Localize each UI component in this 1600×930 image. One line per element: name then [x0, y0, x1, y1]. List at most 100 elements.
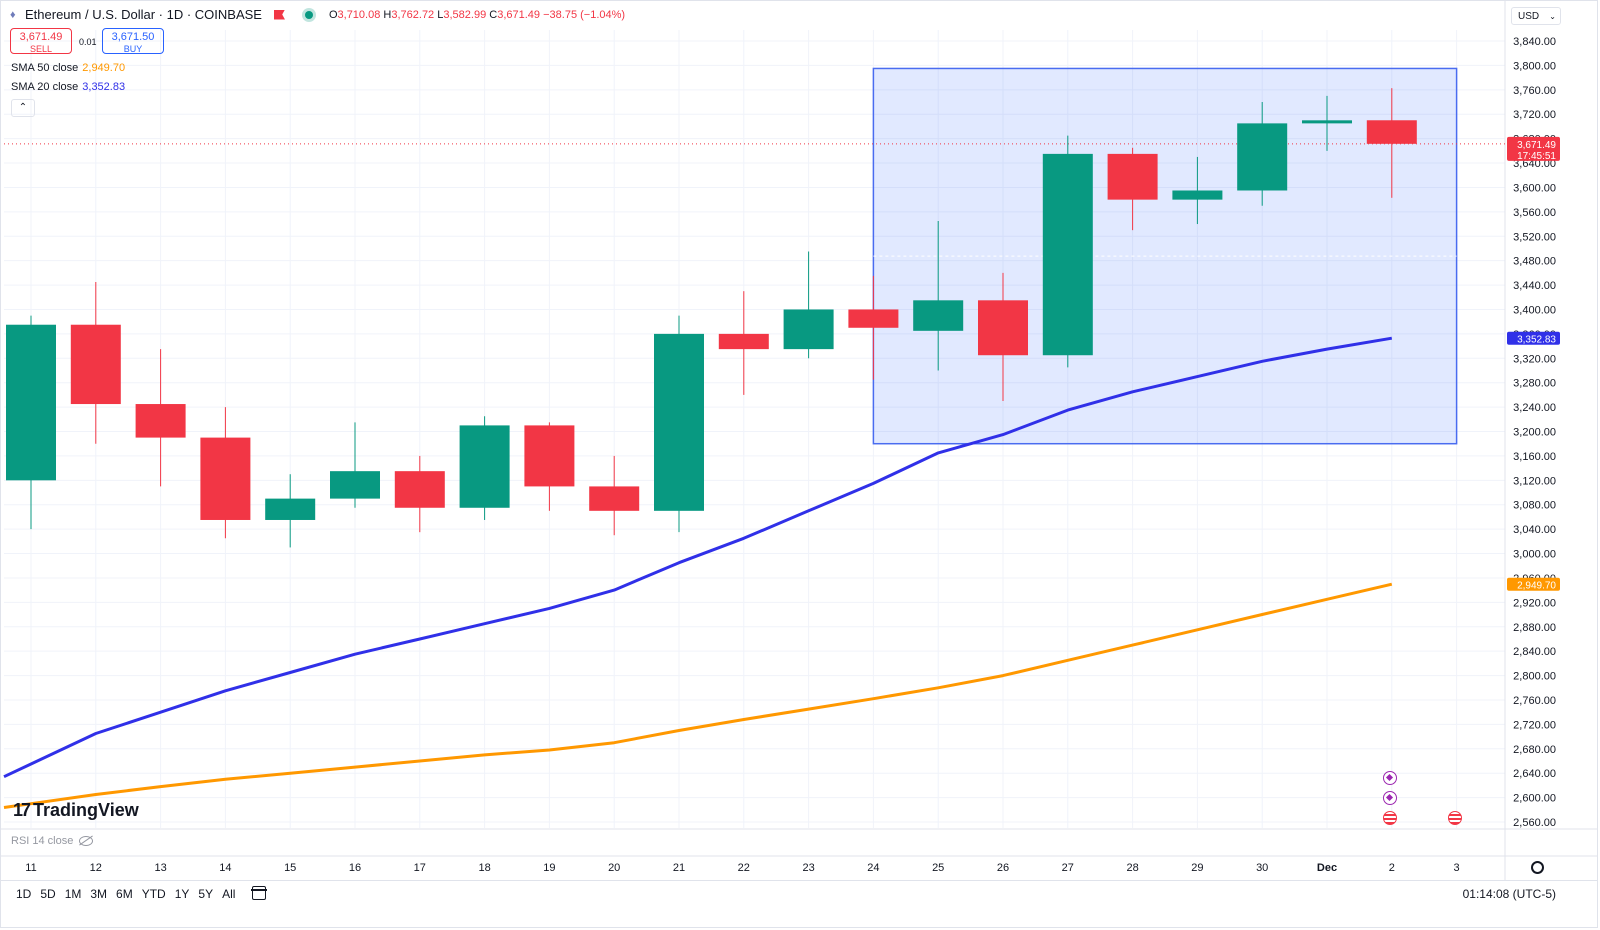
spread-value: 0.01 — [79, 37, 97, 47]
us-flag-icon[interactable] — [1383, 811, 1397, 825]
grid-lines — [4, 30, 1505, 828]
candle — [1366, 88, 1417, 198]
time-tick-label: 29 — [1191, 862, 1203, 874]
candle — [524, 422, 575, 511]
sma20-label: SMA 20 close — [11, 81, 79, 93]
range-button-6m[interactable]: 6M — [116, 887, 133, 901]
tradingview-logo-text: TradingView — [33, 800, 139, 820]
sma20-legend[interactable]: SMA 20 close 3,352.83 — [11, 81, 125, 93]
candle — [1107, 147, 1158, 231]
gear-icon[interactable] — [1531, 861, 1544, 874]
symbol-title[interactable]: Ethereum / U.S. Dollar · 1D · COINBASE — [25, 7, 262, 22]
candle-body — [589, 486, 640, 511]
range-button-5d[interactable]: 5D — [40, 887, 56, 901]
sma50-price-tag: 2,949.70 — [1507, 577, 1560, 592]
current-price-tag-text: 3,671.49 — [1517, 140, 1556, 151]
current-price-tag-text: 17:45:51 — [1517, 151, 1556, 162]
candle-body — [783, 309, 834, 350]
time-tick-label: 24 — [867, 862, 879, 874]
range-button-1m[interactable]: 1M — [64, 887, 82, 901]
candle — [1172, 156, 1223, 225]
time-tick-label: 2 — [1389, 862, 1395, 874]
time-tick-label: 11 — [25, 862, 36, 874]
candle — [135, 349, 186, 487]
us-flag-icon[interactable] — [1448, 811, 1462, 825]
time-tick-label: 13 — [154, 862, 166, 874]
price-tick-label: 2,880.00 — [1513, 622, 1556, 634]
candle-body — [135, 404, 186, 438]
range-button-5y[interactable]: 5Y — [198, 887, 214, 901]
price-tick-label: 3,280.00 — [1513, 378, 1556, 390]
candle — [70, 282, 121, 444]
candle — [330, 422, 380, 508]
range-button-all[interactable]: All — [222, 887, 236, 901]
candle — [6, 315, 56, 530]
time-tick-label: 15 — [284, 862, 296, 874]
price-tick-label: 2,720.00 — [1513, 719, 1556, 731]
time-tick-label: 17 — [414, 862, 426, 874]
calendar-icon[interactable] — [251, 886, 267, 900]
symbol-header[interactable]: ♦ Ethereum / U.S. Dollar · 1D · COINBASE… — [10, 7, 625, 22]
time-tick-label: 21 — [673, 862, 685, 874]
candle-body — [848, 309, 899, 328]
range-button-1d[interactable]: 1D — [16, 887, 32, 901]
collapse-legend-button[interactable]: ⌃ — [11, 99, 35, 117]
candle-body — [200, 437, 251, 520]
lightning-icon[interactable] — [1383, 791, 1397, 805]
buy-label: BUY — [123, 44, 143, 54]
price-tick-label: 3,560.00 — [1513, 207, 1556, 219]
price-tick-label: 2,640.00 — [1513, 768, 1556, 780]
sma50-price-tag-bg — [1507, 577, 1560, 591]
sma20-line — [3, 336, 1393, 779]
event-icon[interactable] — [1383, 771, 1397, 785]
candle-body — [913, 300, 964, 331]
sma20-price-tag-bg — [1507, 331, 1560, 345]
sma50-label: SMA 50 close — [11, 62, 79, 74]
sma50-line — [3, 582, 1393, 809]
tradingview-logo[interactable]: 17 TradingView — [13, 800, 139, 821]
candles — [6, 88, 1417, 548]
time-tick-label: 26 — [997, 862, 1009, 874]
candle-body — [1107, 153, 1158, 200]
price-tick-label: 3,760.00 — [1513, 85, 1556, 97]
candle — [1302, 95, 1352, 151]
candle-body — [978, 300, 1028, 356]
currency-selector[interactable]: USD ⌄ — [1511, 7, 1561, 25]
price-tick-label: 3,080.00 — [1513, 500, 1556, 512]
time-tick-label: 19 — [543, 862, 555, 874]
sma50-legend[interactable]: SMA 50 close 2,949.70 — [11, 62, 125, 74]
hidden-eye-icon[interactable] — [79, 836, 94, 846]
price-tick-label: 3,200.00 — [1513, 427, 1556, 439]
price-tick-label: 3,400.00 — [1513, 304, 1556, 316]
candle — [1237, 102, 1288, 206]
time-tick-label: 28 — [1126, 862, 1138, 874]
tradingview-logo-icon: 17 — [13, 800, 31, 820]
price-tick-label: 3,120.00 — [1513, 475, 1556, 487]
candle-body — [330, 471, 380, 499]
candle-body — [524, 425, 575, 487]
range-button-1y[interactable]: 1Y — [174, 887, 190, 901]
range-button-3m[interactable]: 3M — [90, 887, 108, 901]
sma20-price-tag-text: 3,352.83 — [1517, 335, 1556, 346]
candle-body — [718, 333, 769, 350]
ethereum-icon: ♦ — [10, 8, 16, 21]
time-tick-label: 22 — [738, 862, 750, 874]
range-button-ytd[interactable]: YTD — [141, 887, 166, 901]
flag-icon[interactable] — [273, 9, 285, 20]
candle — [459, 416, 510, 520]
buy-button[interactable]: 3,671.50 BUY — [102, 28, 164, 54]
ohlc-values: O3,710.08 H3,762.72 L3,582.99 C3,671.49 … — [328, 8, 626, 21]
candle — [1042, 135, 1093, 368]
price-tick-label: 3,240.00 — [1513, 402, 1556, 414]
sell-price: 3,671.49 — [19, 31, 63, 43]
sell-button[interactable]: 3,671.49 SELL — [10, 28, 72, 54]
clock-display[interactable]: 01:14:08 (UTC-5) — [1462, 887, 1556, 901]
rsi-pane-legend[interactable]: RSI 14 close — [11, 835, 94, 847]
candle-body — [1237, 123, 1288, 191]
candle — [654, 315, 704, 533]
price-tick-label: 3,000.00 — [1513, 549, 1556, 561]
sma50-price-tag-text: 2,949.70 — [1517, 581, 1556, 592]
